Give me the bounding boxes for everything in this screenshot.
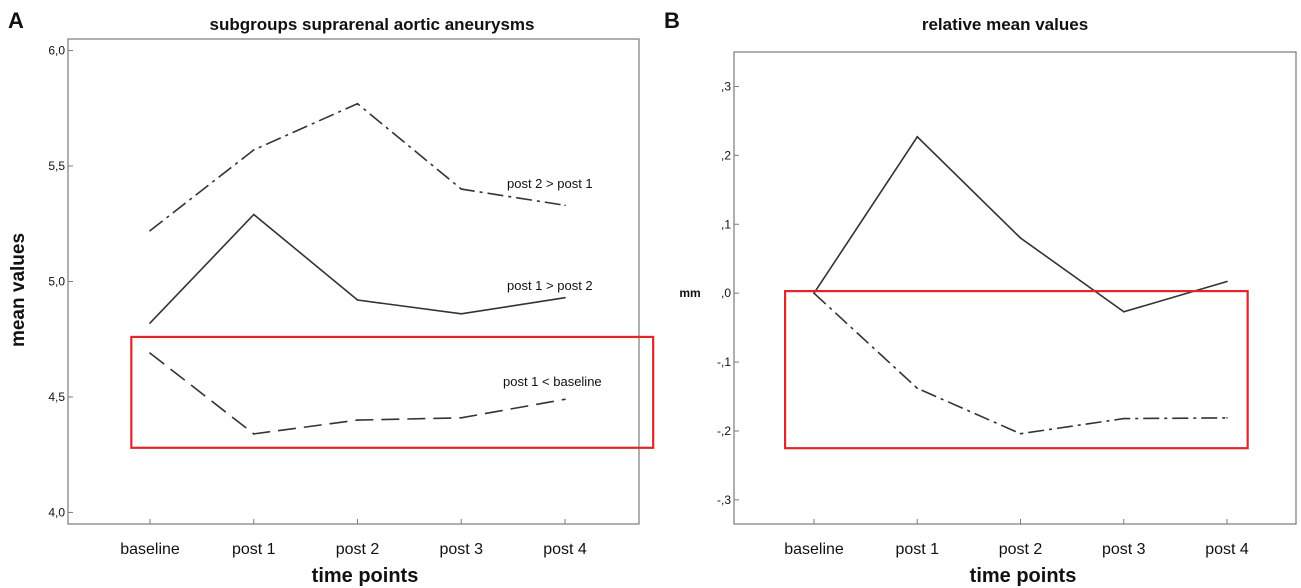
panel-letter-b: B xyxy=(664,8,680,33)
data-point-b-1 xyxy=(1122,310,1125,313)
data-point-b-2 xyxy=(916,387,919,390)
y-tick-label-b: -,2 xyxy=(717,424,731,438)
data-point-a-3 xyxy=(252,433,255,435)
data-point-a-1 xyxy=(356,102,359,105)
data-point-a-1 xyxy=(460,188,463,190)
plot-area-a: 4,0 4,5 5,0 5,5 6,0 baseline post 1 post 2 post … xyxy=(48,38,655,558)
series-annotation-a-1: post 2 > post 1 xyxy=(507,176,593,191)
series-line-a-3 xyxy=(149,352,566,435)
highlight-box-b xyxy=(783,290,1249,450)
data-point-b-2 xyxy=(1226,417,1228,419)
x-axis-label-a: time points xyxy=(312,565,419,587)
plot-frame-b xyxy=(733,51,1297,525)
y-tick-label-a: 4,5 xyxy=(48,390,65,404)
y-tick-label-b: -,3 xyxy=(717,493,731,507)
data-point-b-2 xyxy=(813,292,815,294)
x-tick-label-b: post 1 xyxy=(895,541,939,558)
data-point-a-2 xyxy=(252,213,255,216)
y-tick-label-b: ,2 xyxy=(721,148,731,162)
series-annotation-a-2: post 1 > post 2 xyxy=(507,278,593,293)
y-tick-label-b: ,3 xyxy=(721,79,731,93)
x-tick-label-b: post 4 xyxy=(1205,541,1249,558)
y-tick-label-b: -,1 xyxy=(717,355,731,369)
data-point-a-1 xyxy=(564,204,566,207)
chart-panel-b: B relative mean values mm time points -,… xyxy=(664,8,1297,587)
data-point-a-1 xyxy=(252,149,255,151)
x-tick-label-b: post 2 xyxy=(999,541,1043,558)
data-point-a-2 xyxy=(149,322,151,324)
x-tick-label-b: post 3 xyxy=(1102,541,1146,558)
data-point-b-2 xyxy=(1122,417,1125,420)
data-point-a-3 xyxy=(356,419,359,421)
series-line-a-1 xyxy=(149,102,566,232)
data-point-b-1 xyxy=(1226,280,1228,283)
x-axis-label-b: time points xyxy=(970,565,1077,587)
x-tick-label-b: baseline xyxy=(784,541,844,558)
plot-area-b: -,3 -,2 -,1 ,0 ,1 ,2 ,3 baseline post 1 post 2 pos… xyxy=(717,51,1297,558)
chart-title-b: relative mean values xyxy=(922,15,1088,34)
series-annotation-a-3: post 1 < baseline xyxy=(503,374,602,389)
x-tick-label-a: post 2 xyxy=(336,541,380,558)
y-axis-label-a: mean values xyxy=(8,233,29,347)
series-line-a-2 xyxy=(149,213,566,324)
y-tick-label-a: 6,0 xyxy=(48,44,65,58)
data-point-a-3 xyxy=(564,398,566,401)
data-point-a-1 xyxy=(149,229,151,232)
chart-title-a: subgroups suprarenal aortic aneurysms xyxy=(210,15,535,34)
y-tick-label-b: ,0 xyxy=(721,286,731,300)
data-point-a-2 xyxy=(356,299,359,301)
data-point-b-2 xyxy=(1019,432,1022,435)
data-point-b-1 xyxy=(916,135,919,138)
data-point-a-3 xyxy=(149,352,151,354)
data-point-a-3 xyxy=(460,416,463,419)
series-line-b-1 xyxy=(813,135,1228,313)
highlight-box-a xyxy=(130,335,655,449)
x-tick-label-a: baseline xyxy=(120,541,180,558)
x-tick-label-a: post 3 xyxy=(439,541,483,558)
chart-panel-a: A subgroups suprarenal aortic aneurysms … xyxy=(8,8,655,587)
y-axis-label-b: mm xyxy=(679,286,700,300)
y-tick-label-a: 5,5 xyxy=(48,159,65,173)
data-point-b-1 xyxy=(1019,237,1022,239)
x-tick-label-a: post 1 xyxy=(232,541,276,558)
y-tick-label-a: 4,0 xyxy=(48,505,65,519)
x-tick-label-a: post 4 xyxy=(543,541,587,558)
data-point-a-2 xyxy=(460,313,463,315)
y-tick-label-a: 5,0 xyxy=(48,275,65,289)
data-point-a-2 xyxy=(564,296,566,299)
panel-letter-a: A xyxy=(8,8,24,33)
y-tick-label-b: ,1 xyxy=(721,217,731,231)
series-line-b-2 xyxy=(813,292,1228,435)
